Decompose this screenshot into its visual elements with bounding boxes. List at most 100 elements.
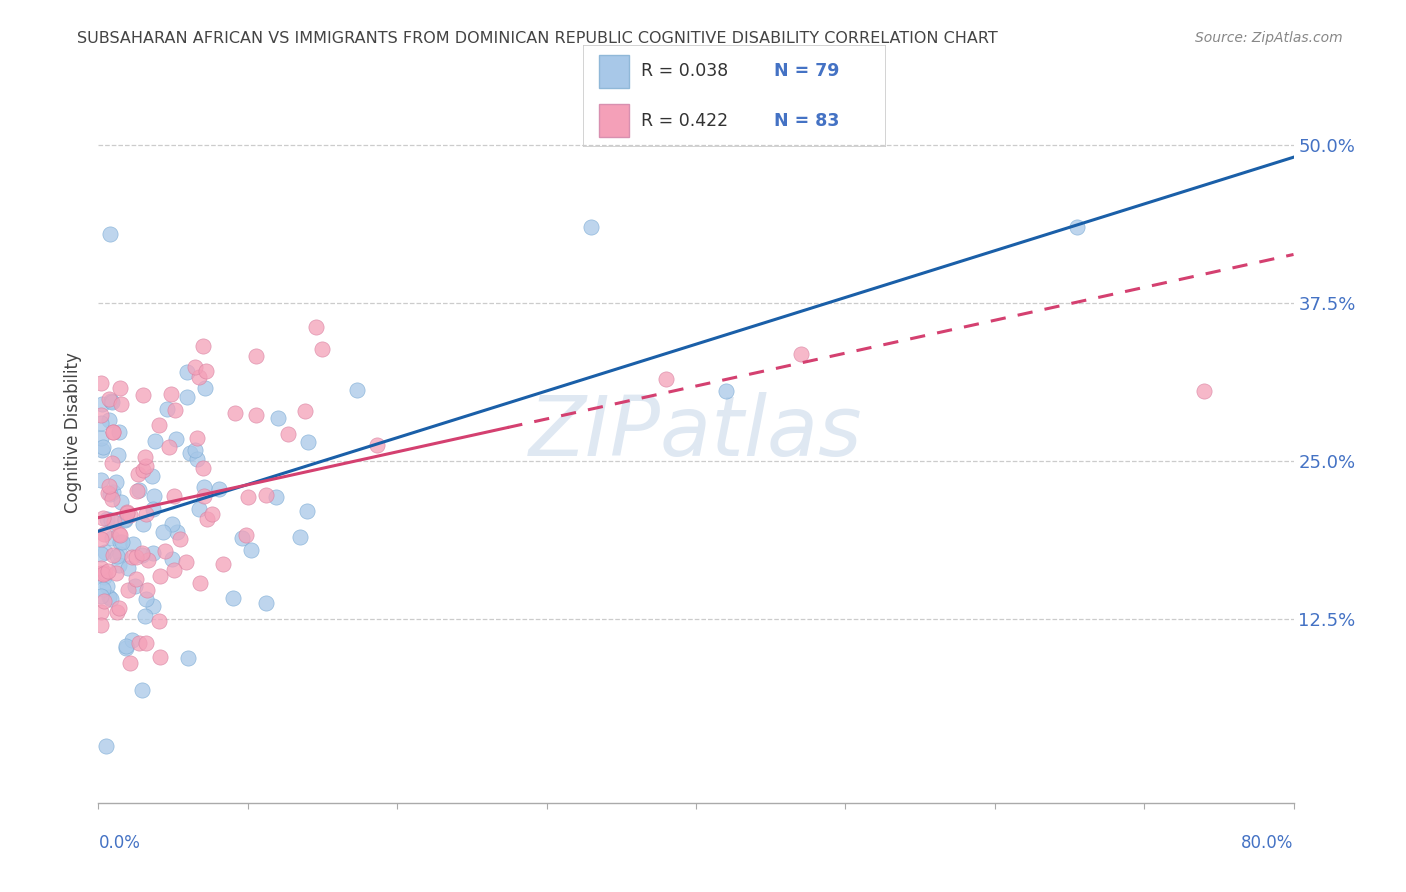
Point: [104, 566, 127, 580]
Point: [153, 543, 176, 558]
Point: [97, 590, 120, 604]
Point: [163, 563, 186, 577]
Point: [93, 566, 115, 580]
Point: [1066, 219, 1088, 234]
Point: [107, 448, 129, 462]
Point: [91, 443, 114, 458]
Point: [97, 413, 120, 427]
Point: [135, 458, 157, 473]
Point: [176, 390, 198, 404]
Point: [264, 490, 287, 504]
Point: [120, 508, 142, 522]
Point: [90, 408, 112, 422]
Point: [117, 582, 139, 597]
Point: [194, 382, 217, 396]
Point: [98, 487, 121, 501]
Point: [143, 489, 166, 503]
Bar: [599, 104, 628, 137]
Point: [117, 561, 139, 575]
Point: [101, 548, 124, 562]
Point: [96, 579, 118, 593]
Point: [174, 555, 197, 569]
Point: [191, 339, 214, 353]
Point: [235, 528, 257, 542]
Point: [93, 527, 115, 541]
Point: [131, 548, 153, 562]
Text: SUBSAHARAN AFRICAN VS IMMIGRANTS FROM DOMINICAN REPUBLIC COGNITIVE DISABILITY CO: SUBSAHARAN AFRICAN VS IMMIGRANTS FROM DO…: [77, 31, 998, 46]
Point: [93, 545, 115, 559]
Point: [211, 557, 233, 571]
Point: [135, 582, 157, 597]
Point: [101, 492, 124, 507]
Point: [157, 440, 180, 454]
Point: [187, 369, 209, 384]
Point: [142, 502, 165, 516]
Point: [127, 484, 149, 499]
Point: [165, 432, 187, 446]
Point: [131, 546, 153, 560]
Point: [101, 425, 124, 439]
Point: [105, 549, 128, 563]
Point: [714, 384, 737, 399]
Text: Source: ZipAtlas.com: Source: ZipAtlas.com: [1195, 31, 1343, 45]
Point: [142, 599, 165, 614]
Point: [90, 618, 112, 632]
Point: [105, 605, 128, 619]
Point: [100, 395, 122, 409]
Point: [115, 640, 138, 655]
Point: [245, 350, 267, 364]
Point: [128, 483, 150, 497]
Point: [125, 550, 148, 565]
Point: [90, 376, 112, 391]
Point: [149, 649, 172, 664]
Point: [245, 408, 267, 422]
Point: [100, 532, 122, 546]
Point: [267, 411, 290, 425]
Point: [188, 502, 211, 516]
Point: [142, 546, 165, 560]
Point: [141, 468, 163, 483]
Point: [135, 591, 157, 606]
Point: [294, 404, 316, 418]
Point: [110, 396, 132, 410]
Point: [254, 488, 277, 502]
Point: [134, 450, 156, 464]
Point: [97, 564, 120, 578]
Point: [1192, 384, 1215, 399]
Point: [108, 527, 131, 541]
Point: [184, 443, 207, 458]
Point: [91, 567, 114, 582]
Point: [195, 512, 218, 526]
Point: [115, 506, 138, 520]
Point: [103, 515, 125, 529]
Point: [97, 486, 120, 500]
Point: [156, 402, 179, 417]
Point: [128, 636, 150, 650]
Point: [176, 365, 198, 379]
Point: [311, 342, 333, 356]
Text: N = 83: N = 83: [773, 112, 839, 129]
Point: [186, 431, 208, 445]
Point: [366, 438, 388, 452]
Point: [132, 516, 155, 531]
Point: [346, 383, 368, 397]
Point: [288, 529, 311, 543]
Point: [122, 537, 145, 551]
Point: [148, 417, 170, 432]
Point: [132, 388, 155, 402]
Point: [163, 402, 186, 417]
Point: [90, 416, 112, 430]
Point: [100, 227, 122, 242]
Point: [108, 528, 131, 542]
Point: [125, 572, 148, 586]
Point: [581, 219, 603, 234]
Point: [239, 542, 262, 557]
Point: [96, 739, 118, 753]
Point: [121, 549, 143, 564]
Point: [195, 364, 218, 378]
Point: [148, 614, 170, 628]
Point: [254, 596, 277, 610]
Point: [169, 532, 191, 546]
Text: ZIPatlas: ZIPatlas: [529, 392, 863, 473]
Point: [193, 480, 215, 494]
